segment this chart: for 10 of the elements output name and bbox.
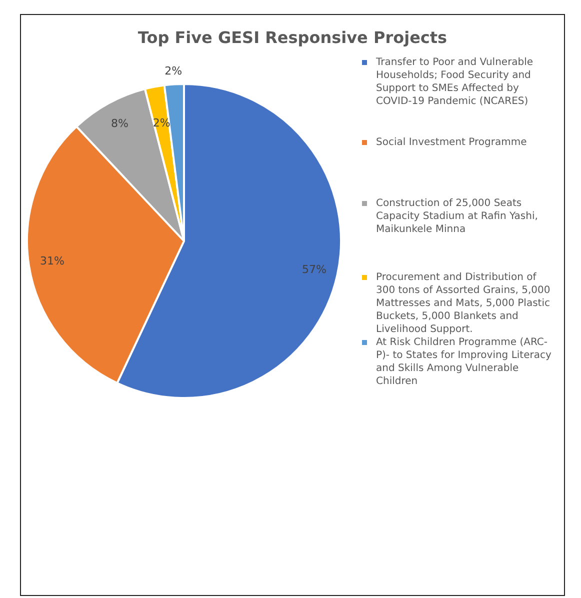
legend-label: Social Investment Programme <box>376 137 527 148</box>
legend-label: Procurement and Distribution of 300 tons of Assorted Grains, 5,000 Mattresses and Mats, 5,000 Plastic Buckets, 5,000 Blankets and Livelihood Support. <box>376 272 550 335</box>
data-label: 57% <box>302 262 326 276</box>
legend-label: Transfer to Poor and Vulnerable Households; Food Security and Support to SMEs Affected by COVID-19 Pandemic (NCARES) <box>376 57 534 107</box>
data-label: 31% <box>40 254 64 268</box>
legend-label: At Risk Children Programme (ARC-P)- to States for Improving Literacy and Skills Among Vulnerable Children <box>376 337 552 387</box>
chart-title: Top Five GESI Responsive Projects <box>136 28 448 47</box>
data-label: 2% <box>164 64 182 78</box>
legend-label: Construction of 25,000 Seats Capacity Stadium at Rafin Yashi, Maikunkele Minna <box>376 198 538 235</box>
data-label: 8% <box>110 116 128 130</box>
